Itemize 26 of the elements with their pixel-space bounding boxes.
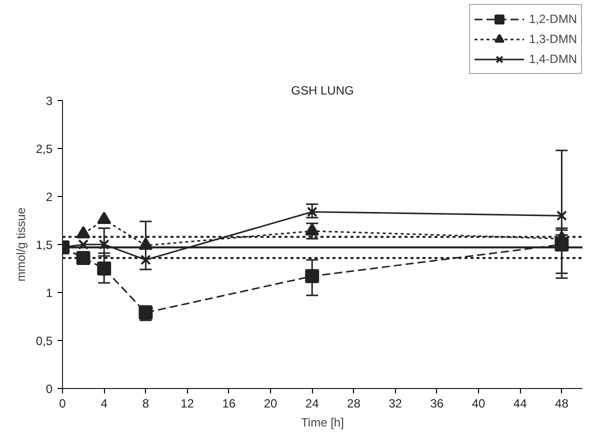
legend-label: 1,4-DMN (528, 52, 577, 66)
x-tick-label: 28 (347, 396, 361, 410)
y-tick-label: 0 (46, 382, 53, 396)
x-tick-label: 36 (430, 396, 444, 410)
x-tick-label: 48 (555, 396, 569, 410)
y-tick-label: 3 (46, 94, 53, 108)
legend-label: 1,2-DMN (528, 12, 577, 26)
x-tick-label: 16 (222, 396, 236, 410)
x-tick-label: 20 (264, 396, 278, 410)
x-tick-label: 24 (305, 396, 320, 410)
x-tick-label: 44 (513, 396, 528, 410)
y-axis-title: mmol/g tissue (14, 207, 28, 282)
x-tick-label: 4 (100, 396, 108, 410)
y-tick-label: 2,5 (36, 142, 53, 156)
y-tick-label: 1,5 (36, 238, 53, 252)
y-tick-label: 0,5 (36, 334, 53, 348)
x-tick-label: 8 (142, 396, 150, 410)
x-tick-label: 40 (472, 396, 486, 410)
x-axis-title: Time [h] (301, 416, 344, 430)
legend-label: 1,3-DMN (528, 32, 577, 46)
chart-title: GSH LUNG (291, 84, 354, 98)
y-tick-label: 2 (46, 190, 53, 204)
y-tick-label: 1 (46, 286, 53, 300)
x-tick-label: 32 (388, 396, 402, 410)
x-tick-label: 0 (59, 396, 66, 410)
x-tick-label: 12 (180, 396, 194, 410)
